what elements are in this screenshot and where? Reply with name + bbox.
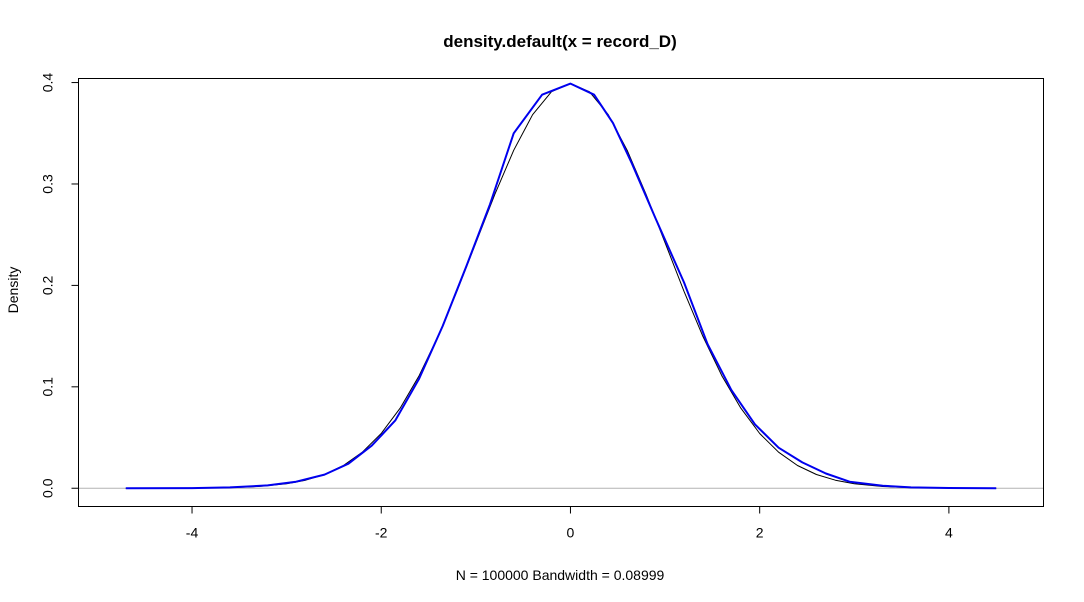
y-axis: 0.0 0.1 0.2 0.3 0.4 xyxy=(40,73,79,498)
series-layer xyxy=(125,82,997,490)
x-axis: -4 -2 0 2 4 xyxy=(186,506,953,541)
y-tick-label: 0.0 xyxy=(40,478,56,498)
y-tick-label: 0.2 xyxy=(40,275,56,295)
density-line-2 xyxy=(125,82,997,490)
x-tick-label: -2 xyxy=(375,525,388,541)
y-tick-label: 0.3 xyxy=(40,174,56,194)
density-line-1 xyxy=(125,83,997,489)
y-tick-label: 0.1 xyxy=(40,377,56,397)
y-tick-label: 0.4 xyxy=(40,73,56,93)
x-tick-label: 2 xyxy=(756,525,764,541)
x-tick-label: 0 xyxy=(567,525,575,541)
x-tick-label: 4 xyxy=(945,525,953,541)
y-axis-label: Density xyxy=(5,267,21,314)
chart-title: density.default(x = record_D) xyxy=(443,32,677,51)
x-tick-label: -4 xyxy=(186,525,199,541)
plot-frame xyxy=(78,78,1044,507)
x-axis-label: N = 100000 Bandwidth = 0.08999 xyxy=(456,567,665,583)
